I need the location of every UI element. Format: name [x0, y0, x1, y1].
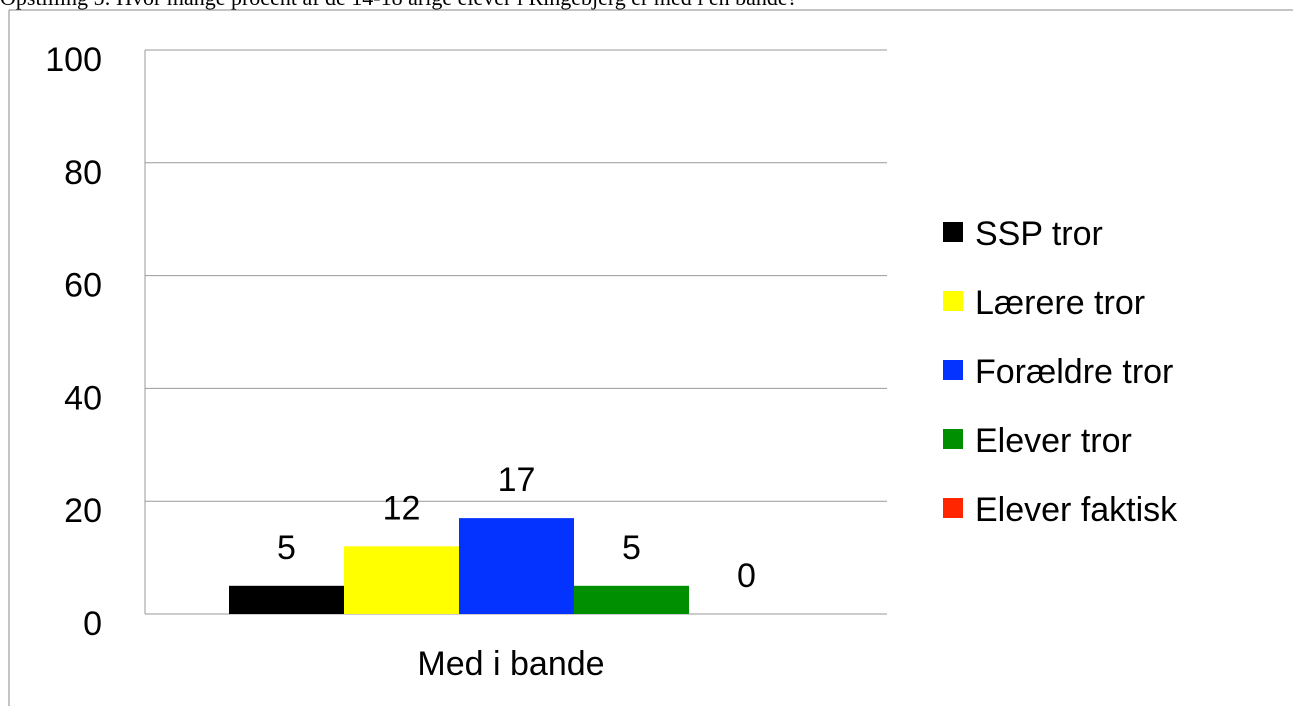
data-label: 12 [383, 489, 421, 527]
legend-label: Forældre tror [975, 353, 1173, 391]
bar [344, 546, 459, 614]
y-tick-label: 80 [64, 154, 102, 192]
y-tick-label: 60 [64, 267, 102, 305]
y-tick-label: 100 [45, 41, 102, 79]
bar [229, 585, 344, 614]
legend-label: SSP tror [975, 215, 1103, 253]
legend-label: Elever tror [975, 422, 1132, 460]
bar [574, 585, 689, 614]
y-tick-label: 0 [83, 605, 102, 643]
data-label: 0 [737, 557, 756, 595]
legend-marker [943, 360, 963, 380]
legend-marker [943, 429, 963, 449]
data-label: 5 [277, 529, 296, 567]
legend-label: Lærere tror [975, 284, 1145, 322]
legend-marker [943, 222, 963, 242]
y-tick-label: 40 [64, 379, 102, 417]
data-label: 5 [622, 529, 641, 567]
legend-marker [943, 291, 963, 311]
y-tick-label: 20 [64, 492, 102, 530]
legend-marker [943, 498, 963, 518]
x-tick-label: Med i bande [417, 645, 604, 683]
chart-title: Opstilling 5: Hvor mange procent af de 1… [0, 0, 797, 10]
bar [459, 518, 574, 614]
legend-label: Elever faktisk [975, 491, 1178, 529]
data-label: 17 [498, 461, 536, 499]
